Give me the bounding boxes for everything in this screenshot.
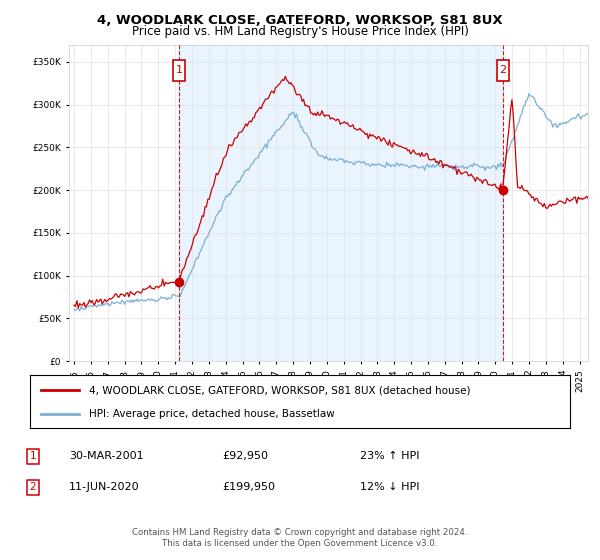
Text: 4, WOODLARK CLOSE, GATEFORD, WORKSOP, S81 8UX: 4, WOODLARK CLOSE, GATEFORD, WORKSOP, S8…: [97, 14, 503, 27]
Text: 2: 2: [499, 66, 506, 76]
Text: 1: 1: [176, 66, 183, 76]
Text: 12% ↓ HPI: 12% ↓ HPI: [360, 482, 419, 492]
Bar: [179, 45, 503, 361]
FancyBboxPatch shape: [497, 60, 509, 81]
Text: 1: 1: [29, 451, 37, 461]
Text: 11-JUN-2020: 11-JUN-2020: [69, 482, 140, 492]
FancyBboxPatch shape: [173, 60, 185, 81]
Text: Contains HM Land Registry data © Crown copyright and database right 2024.
This d: Contains HM Land Registry data © Crown c…: [132, 528, 468, 548]
Text: 4, WOODLARK CLOSE, GATEFORD, WORKSOP, S81 8UX (detached house): 4, WOODLARK CLOSE, GATEFORD, WORKSOP, S8…: [89, 385, 471, 395]
Text: HPI: Average price, detached house, Bassetlaw: HPI: Average price, detached house, Bass…: [89, 408, 335, 418]
Text: 2: 2: [29, 482, 37, 492]
Text: 30-MAR-2001: 30-MAR-2001: [69, 451, 143, 461]
Text: 23% ↑ HPI: 23% ↑ HPI: [360, 451, 419, 461]
Text: Price paid vs. HM Land Registry's House Price Index (HPI): Price paid vs. HM Land Registry's House …: [131, 25, 469, 38]
Text: £199,950: £199,950: [222, 482, 275, 492]
Text: £92,950: £92,950: [222, 451, 268, 461]
